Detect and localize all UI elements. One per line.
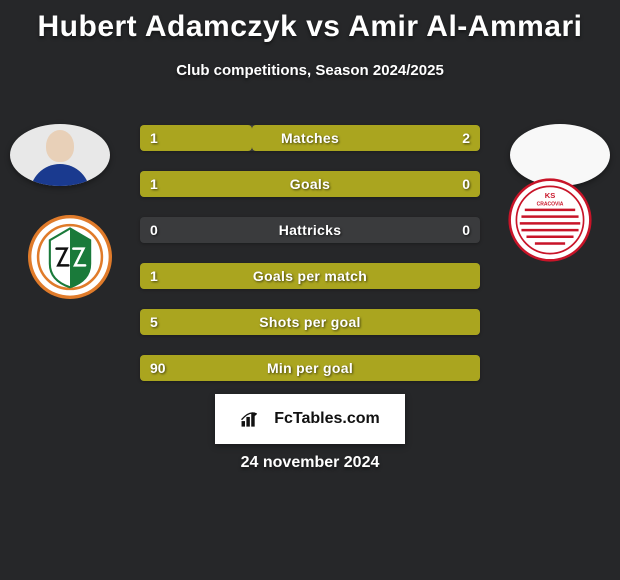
club-logo-right: KS CRACOVIA (508, 178, 592, 262)
stat-row: 00Hattricks (140, 217, 480, 243)
stat-label: Goals per match (140, 263, 480, 289)
zaglebie-logo-icon (28, 215, 112, 299)
page-title: Hubert Adamczyk vs Amir Al-Ammari (0, 0, 620, 44)
stat-label: Hattricks (140, 217, 480, 243)
stats-panel: 12Matches 10Goals 00Hattricks 1Goals per ma… (140, 125, 480, 401)
stat-label: Shots per goal (140, 309, 480, 335)
subtitle: Club competitions, Season 2024/2025 (0, 62, 620, 79)
stat-row: 1Goals per match (140, 263, 480, 289)
avatar (30, 130, 90, 186)
player-photo-right (510, 124, 610, 186)
fctables-logo-icon (240, 410, 268, 428)
stat-row: 12Matches (140, 125, 480, 151)
stat-label: Goals (140, 171, 480, 197)
date-label: 24 november 2024 (0, 454, 620, 472)
footer-badge: FcTables.com (215, 394, 405, 444)
stat-label: Matches (140, 125, 480, 151)
stat-label: Min per goal (140, 355, 480, 381)
player-photo-left (10, 124, 110, 186)
club-logo-left (28, 215, 112, 299)
cracovia-logo-icon: KS CRACOVIA (508, 178, 592, 262)
stat-row: 5Shots per goal (140, 309, 480, 335)
stat-row: 10Goals (140, 171, 480, 197)
svg-text:CRACOVIA: CRACOVIA (537, 202, 564, 208)
footer-label: FcTables.com (274, 410, 380, 428)
svg-text:KS: KS (545, 191, 555, 200)
stat-row: 90Min per goal (140, 355, 480, 381)
